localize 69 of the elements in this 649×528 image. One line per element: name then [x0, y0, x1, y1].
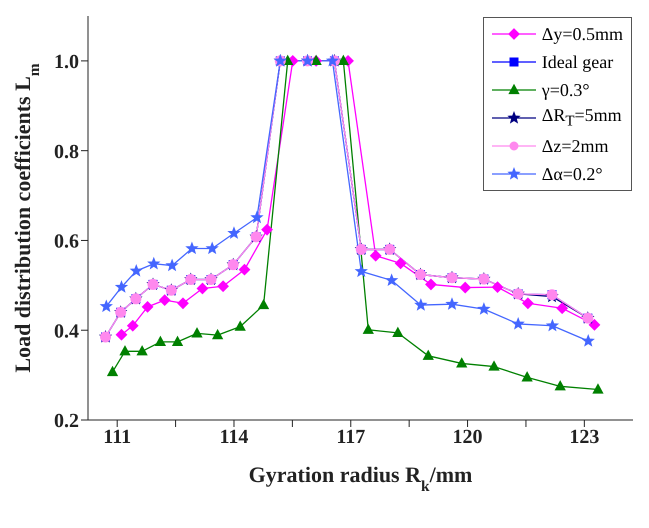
point [386, 274, 398, 286]
x-tick-label: 117 [336, 426, 366, 448]
y-tick-label: 0.6 [54, 230, 79, 253]
point [258, 299, 269, 310]
point [234, 320, 246, 331]
point [488, 360, 500, 371]
x-axis-title: Gyration radius R$_{k}$/mm [248, 462, 472, 494]
point [425, 278, 437, 290]
point [148, 258, 160, 269]
point [415, 298, 427, 310]
point [492, 281, 504, 293]
point [362, 324, 374, 334]
point [217, 280, 229, 292]
point [460, 282, 471, 294]
point [422, 350, 434, 360]
point [172, 336, 183, 346]
point [392, 327, 404, 338]
point [588, 319, 600, 331]
x-tick-label: 111 [103, 426, 132, 448]
point [370, 250, 382, 262]
point [522, 372, 532, 382]
x-tick-label: 114 [220, 426, 248, 448]
point [196, 282, 208, 294]
point [192, 328, 202, 338]
point [107, 366, 118, 376]
point [177, 298, 189, 309]
legend-label: Δy=0.5mm [542, 24, 623, 44]
point [522, 298, 534, 309]
y-tick-label: 0.2 [54, 410, 79, 432]
point [478, 303, 490, 314]
point [554, 380, 566, 390]
point [212, 329, 223, 340]
point [155, 336, 166, 346]
point [355, 265, 368, 276]
point [120, 346, 130, 356]
point [116, 329, 128, 340]
point [261, 224, 273, 236]
legend-label: Δα=0.2° [542, 164, 603, 184]
point [556, 302, 568, 314]
point [582, 334, 594, 346]
point [100, 300, 112, 312]
legend-label: ΔR$_{T}$=5mm [542, 105, 622, 131]
point [394, 258, 406, 270]
point [136, 346, 148, 356]
legend-label: Ideal gear [542, 52, 614, 72]
point [116, 281, 128, 292]
point [338, 55, 349, 65]
point [158, 294, 170, 306]
y-tick-label: 1.0 [54, 50, 79, 73]
x-tick-label: 120 [452, 426, 483, 448]
point [127, 320, 138, 332]
legend-label: γ=0.3° [542, 80, 590, 100]
point [186, 242, 198, 254]
point [238, 264, 250, 276]
point [251, 211, 263, 223]
point [166, 259, 178, 271]
x-tick-label: 123 [569, 426, 600, 448]
point [592, 384, 604, 394]
point [142, 301, 154, 313]
legend-label: Δz=2mm [542, 136, 608, 156]
point [206, 242, 218, 254]
y-tick-label: 0.4 [54, 320, 79, 342]
point [130, 264, 142, 276]
point [512, 318, 524, 329]
point [546, 320, 558, 331]
y-tick-label: 0.8 [54, 140, 79, 163]
point [228, 227, 240, 238]
point [446, 298, 458, 310]
point [456, 358, 468, 368]
